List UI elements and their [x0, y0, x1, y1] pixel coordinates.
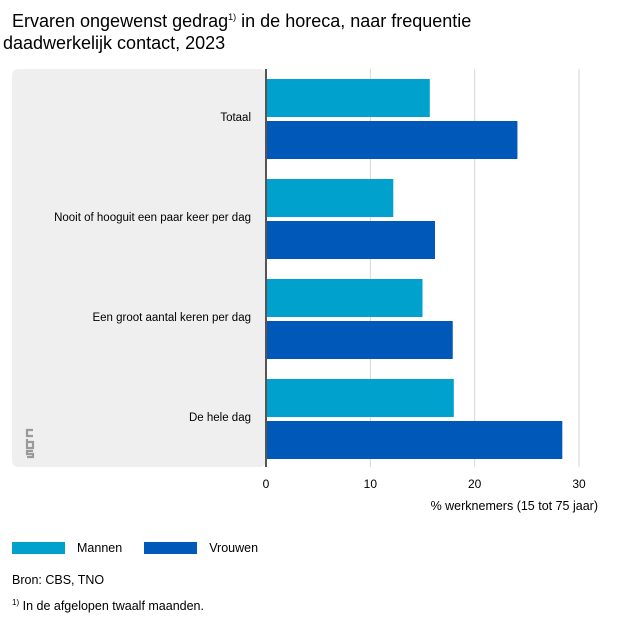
- legend-item-mannen: Mannen: [12, 541, 122, 555]
- bar-vrouwen: [266, 421, 563, 459]
- x-tick-label: 20: [468, 477, 482, 491]
- legend-swatch: [12, 542, 65, 554]
- x-tick-label: 10: [364, 477, 378, 491]
- x-axis-label: % werknemers (15 tot 75 jaar): [431, 499, 598, 513]
- bar-vrouwen: [266, 321, 453, 359]
- category-label: De hele dag: [189, 412, 251, 424]
- category-label: Een groot aantal keren per dag: [92, 312, 251, 324]
- footnote-text: In de afgelopen twaalf maanden.: [19, 599, 204, 614]
- title-line2: daadwerkelijk contact, 2023: [3, 33, 226, 53]
- title-text-rest: in de horeca, naar frequentie: [236, 11, 472, 31]
- bar-vrouwen: [266, 121, 518, 159]
- category-panel: [12, 69, 266, 467]
- title-footnote-mark: 1): [228, 12, 237, 22]
- chart-title: Ervaren ongewenst gedrag1) in de horeca,…: [3, 6, 612, 54]
- bar-vrouwen: [266, 221, 436, 259]
- x-tick-label: 30: [572, 477, 586, 491]
- source: Bron: CBS, TNO: [12, 573, 105, 587]
- bar-mannen: [266, 79, 430, 117]
- bar-mannen: [266, 379, 454, 417]
- footnote-mark: 1): [12, 598, 20, 607]
- legend-label: Mannen: [77, 541, 123, 555]
- cbs-logo: [25, 428, 35, 459]
- category-label: Nooit of hooguit een paar keer per dag: [54, 212, 251, 224]
- category-label: Totaal: [220, 112, 251, 124]
- logo-stroke: [25, 428, 33, 438]
- legend-swatch: [144, 542, 198, 554]
- legend-label: Vrouwen: [209, 541, 259, 555]
- logo-stroke: [25, 449, 35, 459]
- bar-mannen: [266, 279, 423, 317]
- x-tick-label: 0: [263, 477, 270, 491]
- legend: Mannen Vrouwen: [12, 541, 258, 555]
- logo-stroke: [25, 439, 35, 450]
- bar-chart: 0 10 20 30 % werknemers (15 tot 75 jaar) Tota…: [12, 69, 598, 513]
- legend-item-vrouwen: Vrouwen: [144, 541, 258, 555]
- title-text: Ervaren ongewenst gedrag: [12, 11, 229, 31]
- footnote: 1) In de afgelopen twaalf maanden.: [12, 598, 204, 613]
- bar-mannen: [266, 179, 394, 217]
